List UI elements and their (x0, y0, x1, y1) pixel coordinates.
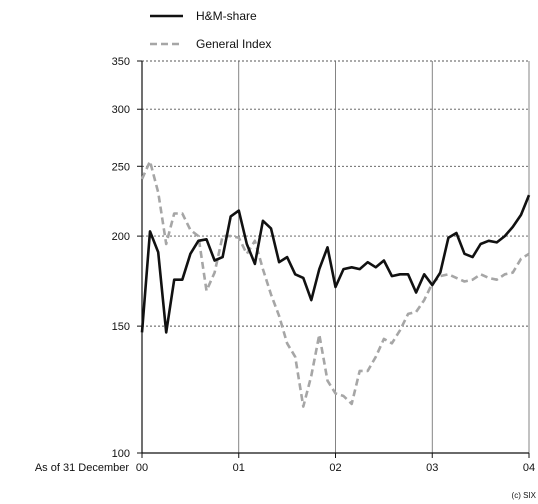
legend-index-label: General Index (196, 37, 271, 51)
legend: H&M-share General Index (150, 9, 271, 51)
y-tick-label: 350 (112, 56, 130, 68)
x-tick-label: 03 (426, 462, 438, 474)
y-tick-label: 100 (112, 448, 130, 460)
hm-share-line (140, 194, 531, 334)
x-tick-label: 02 (329, 462, 341, 474)
y-tick-label: 200 (112, 231, 130, 243)
x-tick-label: 04 (523, 462, 535, 474)
y-tick-label: 300 (112, 104, 130, 116)
legend-share-label: H&M-share (196, 9, 257, 23)
y-tick-label: 150 (112, 321, 130, 333)
copyright-text: (c) SIX (512, 491, 537, 500)
y-tick-label: 250 (112, 161, 130, 173)
general-index-line (140, 160, 530, 408)
y-axis-ticks: 100 150 200 250 300 350 (112, 56, 142, 460)
chart-grid (142, 60, 530, 453)
x-tick-label: 01 (233, 462, 245, 474)
x-axis-ticks: 00 01 02 03 04 (136, 453, 535, 474)
x-tick-label: 00 (136, 462, 148, 474)
chart-series (140, 160, 531, 408)
x-axis-prefix: As of 31 December (35, 462, 129, 474)
